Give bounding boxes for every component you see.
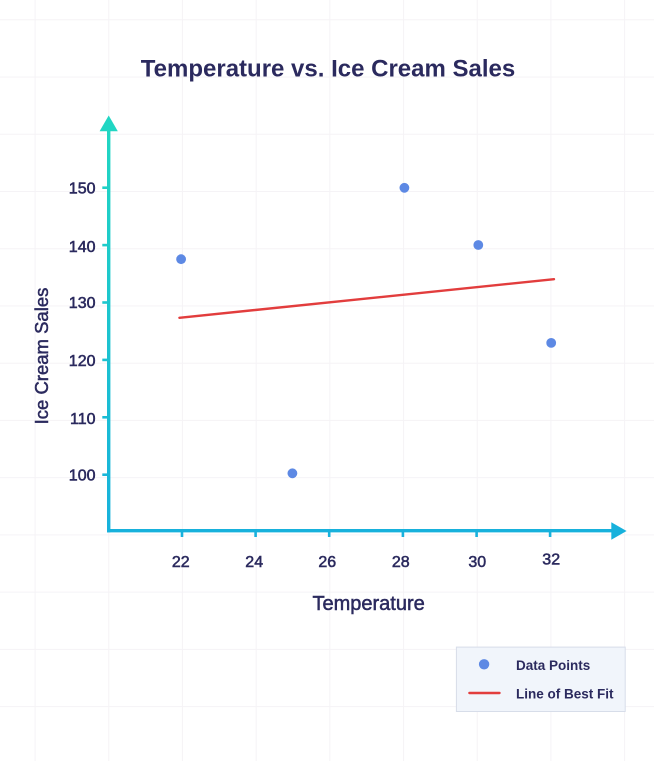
svg-text:28: 28: [392, 554, 410, 571]
svg-text:Data Points: Data Points: [516, 658, 590, 673]
svg-text:Ice Cream Sales: Ice Cream Sales: [31, 288, 52, 425]
svg-text:130: 130: [69, 295, 96, 312]
svg-text:32: 32: [542, 552, 560, 569]
svg-text:22: 22: [172, 554, 190, 571]
svg-text:Temperature vs. Ice Cream Sale: Temperature vs. Ice Cream Sales: [141, 56, 515, 83]
svg-text:30: 30: [468, 554, 486, 571]
svg-text:150: 150: [69, 180, 96, 197]
svg-text:110: 110: [70, 411, 96, 428]
svg-text:24: 24: [245, 554, 263, 571]
svg-text:Line of Best Fit: Line of Best Fit: [516, 687, 614, 702]
svg-text:140: 140: [69, 239, 96, 256]
svg-text:120: 120: [69, 353, 96, 370]
svg-text:26: 26: [318, 554, 336, 571]
svg-text:Temperature: Temperature: [312, 593, 424, 615]
svg-text:100: 100: [69, 468, 96, 485]
